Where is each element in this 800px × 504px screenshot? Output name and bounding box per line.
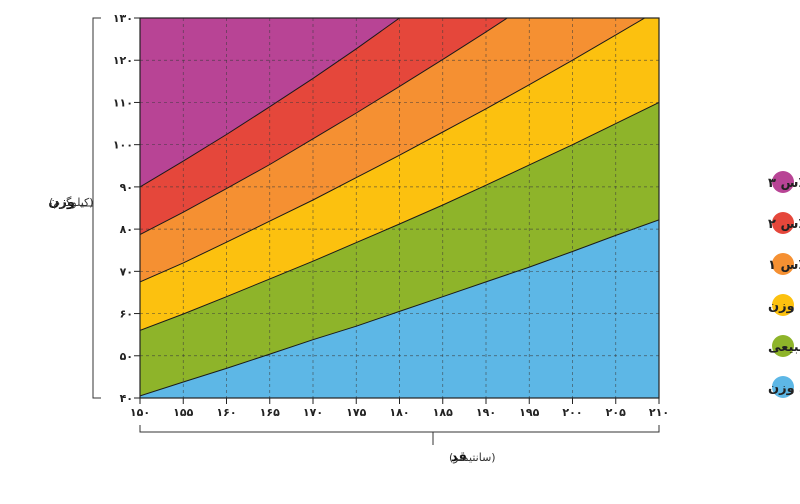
y-tick-label: ۱۳۰: [113, 12, 133, 25]
x-tick-label: ۱۹۵: [519, 406, 539, 419]
boundary-lines-layer: [140, 18, 659, 397]
boundary-line-4: [140, 18, 509, 236]
legend: چاقی کلاس ۳ چاقی کلاس ۲ چاقی کلاس ۱ دارای ا…: [768, 171, 800, 398]
legend-label: چاقی کلاس ۳: [768, 176, 800, 191]
y-tick-label: ۹۰: [120, 181, 133, 194]
x-axis-unit: (سانتیمتر): [449, 451, 496, 464]
x-tick-label: ۱۸۵: [433, 406, 453, 419]
legend-swatch: [772, 294, 794, 316]
y-tick-label: ۷۰: [120, 265, 133, 278]
x-tick-label: ۱۵۵: [173, 406, 193, 419]
legend-label: دارای اضافه وزن: [768, 299, 800, 314]
legend-label: وزن طبیعی: [768, 340, 800, 355]
legend-label: چاقی کلاس ۲: [768, 217, 800, 232]
x-tick-label: ۱۵۰: [130, 406, 150, 419]
x-tick-label: ۱۹۰: [476, 406, 496, 419]
boundary-line-3: [140, 18, 646, 283]
y-tick-label: ۱۲۰: [113, 54, 133, 67]
y-axis-bracket: [92, 17, 101, 399]
boundary-line-2: [140, 101, 659, 331]
band-1: [140, 219, 659, 398]
y-axis-unit: (کیلوگرم): [49, 196, 94, 209]
y-tick-label: ۵۰: [120, 350, 133, 363]
legend-label: دارای کمبود وزن: [768, 381, 800, 396]
y-tick-label: ۸۰: [120, 223, 133, 236]
legend-swatch: [772, 253, 794, 275]
y-tick-label: ۶۰: [120, 308, 133, 321]
x-axis-title: قد: [451, 450, 467, 465]
x-axis-bracket: [139, 425, 660, 433]
boundary-line-5: [140, 18, 401, 188]
legend-label: چاقی کلاس ۱: [768, 258, 800, 273]
boundary-line-1: [140, 219, 659, 397]
legend-swatch: [772, 376, 794, 398]
legend-swatch: [772, 212, 794, 234]
y-tick-label: ۴۰: [120, 392, 133, 405]
x-tick-label: ۱۸۰: [389, 406, 409, 419]
band-5: [140, 18, 508, 235]
ticks-layer: ۴۰ ۵۰ ۶۰ ۷۰ ۸۰ ۹۰ ۱۰۰ ۱۱۰ ۱۲۰ ۱۳۰ ۱۵۰ ۱۵۵ ۱۶۰ ۱۶۵ ۱۷۰ ۱…: [113, 12, 669, 419]
y-tick-label: ۱۱۰: [113, 96, 133, 109]
band-4: [140, 18, 645, 282]
legend-swatch: [772, 335, 794, 357]
x-tick-label: ۱۶۵: [260, 406, 280, 419]
y-axis-title: وزن: [48, 195, 75, 210]
legend-swatch: [772, 171, 794, 193]
x-tick-label: ۱۷۰: [303, 406, 323, 419]
y-tick-label: ۱۰۰: [113, 139, 133, 152]
x-tick-label: ۱۷۵: [346, 406, 366, 419]
x-tick-label: ۲۰۵: [606, 406, 626, 419]
x-tick-label: ۲۰۰: [562, 406, 582, 419]
x-tick-label: ۱۶۰: [216, 406, 236, 419]
x-tick-label: ۲۱۰: [649, 406, 669, 419]
